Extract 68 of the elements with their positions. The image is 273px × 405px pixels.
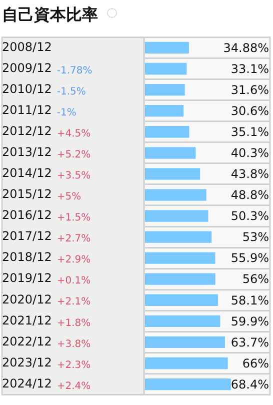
y-tick-label: 2013/12 [2, 145, 52, 160]
y-tick-label: 2015/12 [2, 187, 52, 202]
bar [145, 210, 208, 222]
chart-title: 自己資本比率 [2, 4, 98, 24]
text: +0.1% [56, 276, 91, 287]
bar [145, 168, 200, 180]
text: -1.5% [56, 86, 86, 98]
text: -1% [56, 107, 76, 118]
data-label: 59.9% [230, 314, 269, 328]
text: +3.8% [56, 338, 91, 350]
y-tick-label: 2024/12 [2, 376, 52, 390]
data-label: 68.4% [230, 377, 269, 392]
y-tick-label: 2023/12 [2, 355, 52, 370]
text: +1.8% [56, 318, 91, 329]
bar [145, 42, 189, 54]
text: +2.4% [56, 380, 91, 392]
data-label: 56% [242, 272, 269, 286]
data-label: 48.8% [230, 188, 269, 202]
data-label: 40.3% [230, 146, 269, 160]
bar [145, 273, 216, 285]
y-tick-label: 2014/12 [2, 166, 52, 180]
bar [145, 84, 185, 96]
bar [145, 252, 216, 264]
data-label: 33.1% [230, 62, 269, 76]
text: +3.5% [56, 170, 91, 182]
y-tick-label: 2017/12 [2, 229, 52, 244]
y-tick-label: 2010/12 [2, 82, 52, 96]
bar [145, 315, 220, 328]
data-label: 35.1% [230, 124, 269, 139]
data-label: 30.6% [230, 104, 269, 118]
text: +5.2% [56, 149, 91, 160]
text: -1.78% [56, 65, 92, 76]
text: +1.5% [56, 212, 91, 224]
text: +2.1% [56, 296, 91, 308]
bar [145, 231, 212, 243]
y-tick-label: 2018/12 [2, 250, 52, 264]
data-label: 63.7% [230, 335, 269, 350]
bar [145, 62, 187, 75]
y-tick-label: 2009/12 [2, 60, 52, 75]
bar [145, 357, 228, 370]
y-tick-label: 2022/12 [2, 334, 52, 348]
data-label: 34.88% [223, 40, 269, 55]
data-label: 53% [242, 230, 269, 244]
y-tick-label: 2021/12 [2, 313, 52, 328]
text: +2.7% [56, 234, 91, 245]
bar [145, 294, 218, 306]
bar [145, 336, 225, 348]
bar [145, 104, 184, 117]
y-tick-label: 2019/12 [2, 271, 52, 286]
data-label: 55.9% [230, 251, 269, 266]
y-tick-label: 2020/12 [2, 292, 52, 306]
bar [145, 147, 196, 159]
y-tick-label: 2016/12 [2, 208, 52, 222]
data-label: 66% [242, 356, 269, 370]
text: +5% [56, 192, 82, 203]
y-tick-label: 2008/12 [2, 40, 52, 54]
text: +2.9% [56, 254, 91, 266]
bar [145, 126, 190, 138]
bar [145, 378, 231, 390]
y-tick-label: 2012/12 [2, 124, 52, 138]
text: +2.3% [56, 360, 91, 371]
data-label: 43.8% [230, 167, 269, 182]
bar [145, 189, 206, 201]
data-label: 50.3% [230, 209, 269, 224]
data-label: 31.6% [230, 82, 269, 97]
data-label: 58.1% [230, 293, 269, 308]
text: +4.5% [56, 128, 91, 140]
y-tick-label: 2011/12 [2, 102, 52, 117]
